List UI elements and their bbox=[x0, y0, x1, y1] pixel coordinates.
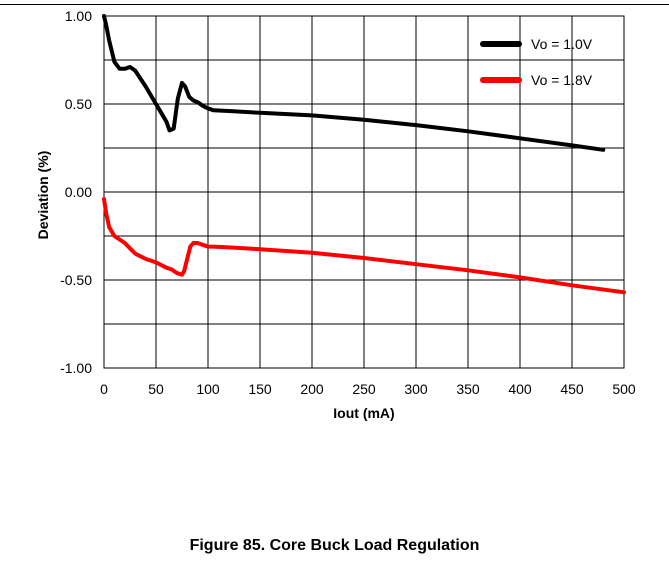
x-tick-label: 100 bbox=[196, 381, 220, 397]
x-tick-label: 500 bbox=[612, 381, 636, 397]
x-tick-label: 0 bbox=[100, 381, 108, 397]
figure-caption: Figure 85. Core Buck Load Regulation bbox=[189, 537, 480, 554]
header-rule bbox=[0, 4, 669, 5]
tick-labels: 0 50 100 150 200 250 300 350 400 450 500 1.00 0.50 0.… bbox=[60, 8, 636, 397]
x-tick-label: 250 bbox=[352, 381, 376, 397]
x-tick-label: 450 bbox=[560, 381, 584, 397]
legend-label-1: Vo = 1.0V bbox=[531, 36, 593, 52]
y-axis-title: Deviation (%) bbox=[35, 151, 51, 240]
grid-lines bbox=[103, 15, 625, 369]
y-tick-label: -0.50 bbox=[60, 272, 92, 288]
y-tick-label: -1.00 bbox=[60, 360, 92, 376]
series-line-1 bbox=[102, 14, 606, 152]
x-tick-label: 350 bbox=[456, 381, 480, 397]
y-tick-label: 1.00 bbox=[65, 8, 92, 24]
series-lines bbox=[102, 14, 626, 295]
y-tick-label: 0.00 bbox=[65, 184, 92, 200]
x-tick-label: 200 bbox=[300, 381, 324, 397]
x-axis-title: Iout (mA) bbox=[333, 405, 394, 421]
x-tick-label: 150 bbox=[248, 381, 272, 397]
x-tick-label: 400 bbox=[508, 381, 532, 397]
series-line-2 bbox=[102, 197, 626, 295]
y-tick-label: 0.50 bbox=[65, 96, 92, 112]
legend: Vo = 1.0V Vo = 1.8V bbox=[480, 36, 593, 88]
x-tick-label: 300 bbox=[404, 381, 428, 397]
legend-label-2: Vo = 1.8V bbox=[531, 72, 593, 88]
x-tick-label: 50 bbox=[148, 381, 164, 397]
